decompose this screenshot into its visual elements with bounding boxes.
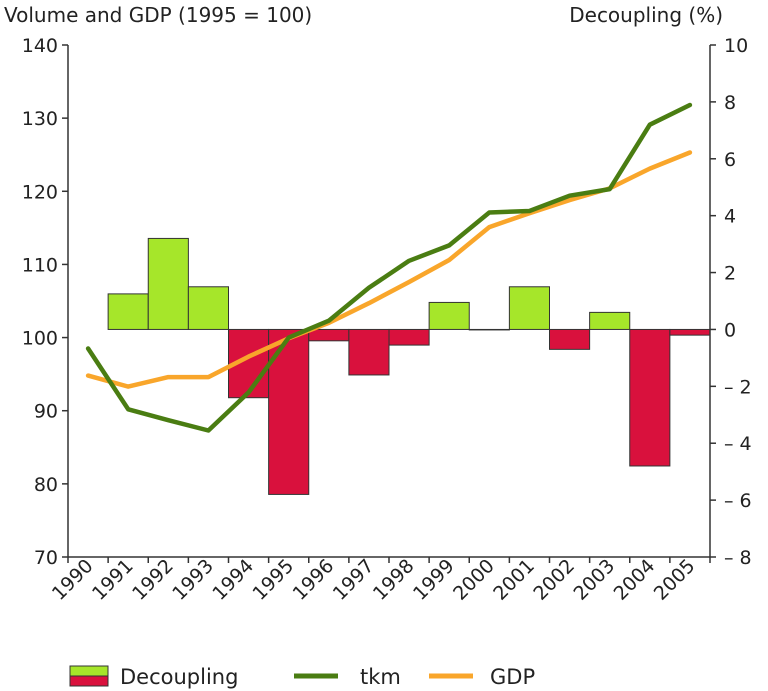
decoupling-bar-1992 (147, 237, 189, 330)
x-tick-label-1991: 1991 (88, 555, 138, 605)
left-tick-label-110: 110 (22, 254, 58, 276)
legend-label-decoupling: Decoupling (120, 665, 238, 689)
left-axis-title: Volume and GDP (1995 = 100) (4, 3, 312, 27)
decoupling-bar-2001 (508, 286, 550, 330)
x-tick-label-1999: 1999 (409, 555, 459, 605)
decoupling-bar-2003 (589, 311, 631, 330)
left-tick-label-90: 90 (34, 401, 58, 423)
right-tick-label-6: 6 (724, 149, 736, 171)
left-tick-label-120: 120 (22, 181, 58, 203)
left-tick-label-70: 70 (34, 547, 58, 569)
left-tick-label-80: 80 (34, 474, 58, 496)
legend-label-tkm: tkm (360, 665, 401, 689)
left-tick-label-100: 100 (22, 328, 58, 350)
right-tick-label-0: 0 (724, 319, 736, 341)
tkm-line (85, 102, 693, 433)
legend-swatch-decoupling-negative (69, 675, 109, 687)
right-tick-label--2: – 2 (724, 376, 752, 398)
line-series (85, 102, 693, 433)
legend-swatch-decoupling-positive (69, 665, 109, 677)
decoupling-bars (107, 237, 711, 495)
decoupling-bar-2002 (549, 328, 591, 350)
x-tick-label-1995: 1995 (248, 555, 298, 605)
x-tick-label-1998: 1998 (369, 555, 419, 605)
decoupling-bar-2005 (669, 328, 711, 336)
right-tick-label-10: 10 (724, 35, 748, 57)
x-tick-label-2003: 2003 (569, 555, 619, 605)
legend: Decoupling tkm GDP (69, 665, 535, 689)
left-tick-label-130: 130 (22, 108, 58, 130)
x-tick-label-1997: 1997 (329, 555, 379, 605)
decoupling-bar-1991 (107, 293, 149, 330)
x-tick-label-2002: 2002 (529, 555, 579, 605)
x-tick-label-2000: 2000 (449, 555, 499, 605)
decoupling-bar-1999 (428, 301, 470, 330)
x-tick-label-2004: 2004 (610, 555, 660, 605)
right-tick-label-2: 2 (724, 263, 736, 285)
right-tick-label-8: 8 (724, 92, 736, 114)
x-tick-label-2005: 2005 (650, 555, 700, 605)
decoupling-bar-1993 (187, 286, 229, 330)
x-tick-label-1996: 1996 (289, 555, 339, 605)
x-tick-label-1992: 1992 (128, 555, 178, 605)
decoupling-bar-1996 (308, 328, 350, 342)
decoupling-bar-1998 (388, 328, 430, 346)
right-tick-label--6: – 6 (724, 490, 752, 512)
x-tick-label-1993: 1993 (168, 555, 218, 605)
decoupling-bar-1997 (348, 328, 390, 376)
right-tick-label--4: – 4 (724, 433, 752, 455)
decoupling-bar-2000 (468, 328, 510, 331)
x-tick-label-2001: 2001 (489, 555, 539, 605)
x-tick-label-1994: 1994 (208, 555, 258, 605)
right-axis-title: Decoupling (%) (569, 3, 723, 27)
left-tick-label-140: 140 (22, 35, 58, 57)
right-tick-label-4: 4 (724, 206, 736, 228)
decoupling-bar-2004 (629, 328, 671, 467)
legend-label-gdp: GDP (490, 665, 535, 689)
right-tick-label--8: – 8 (724, 547, 752, 569)
